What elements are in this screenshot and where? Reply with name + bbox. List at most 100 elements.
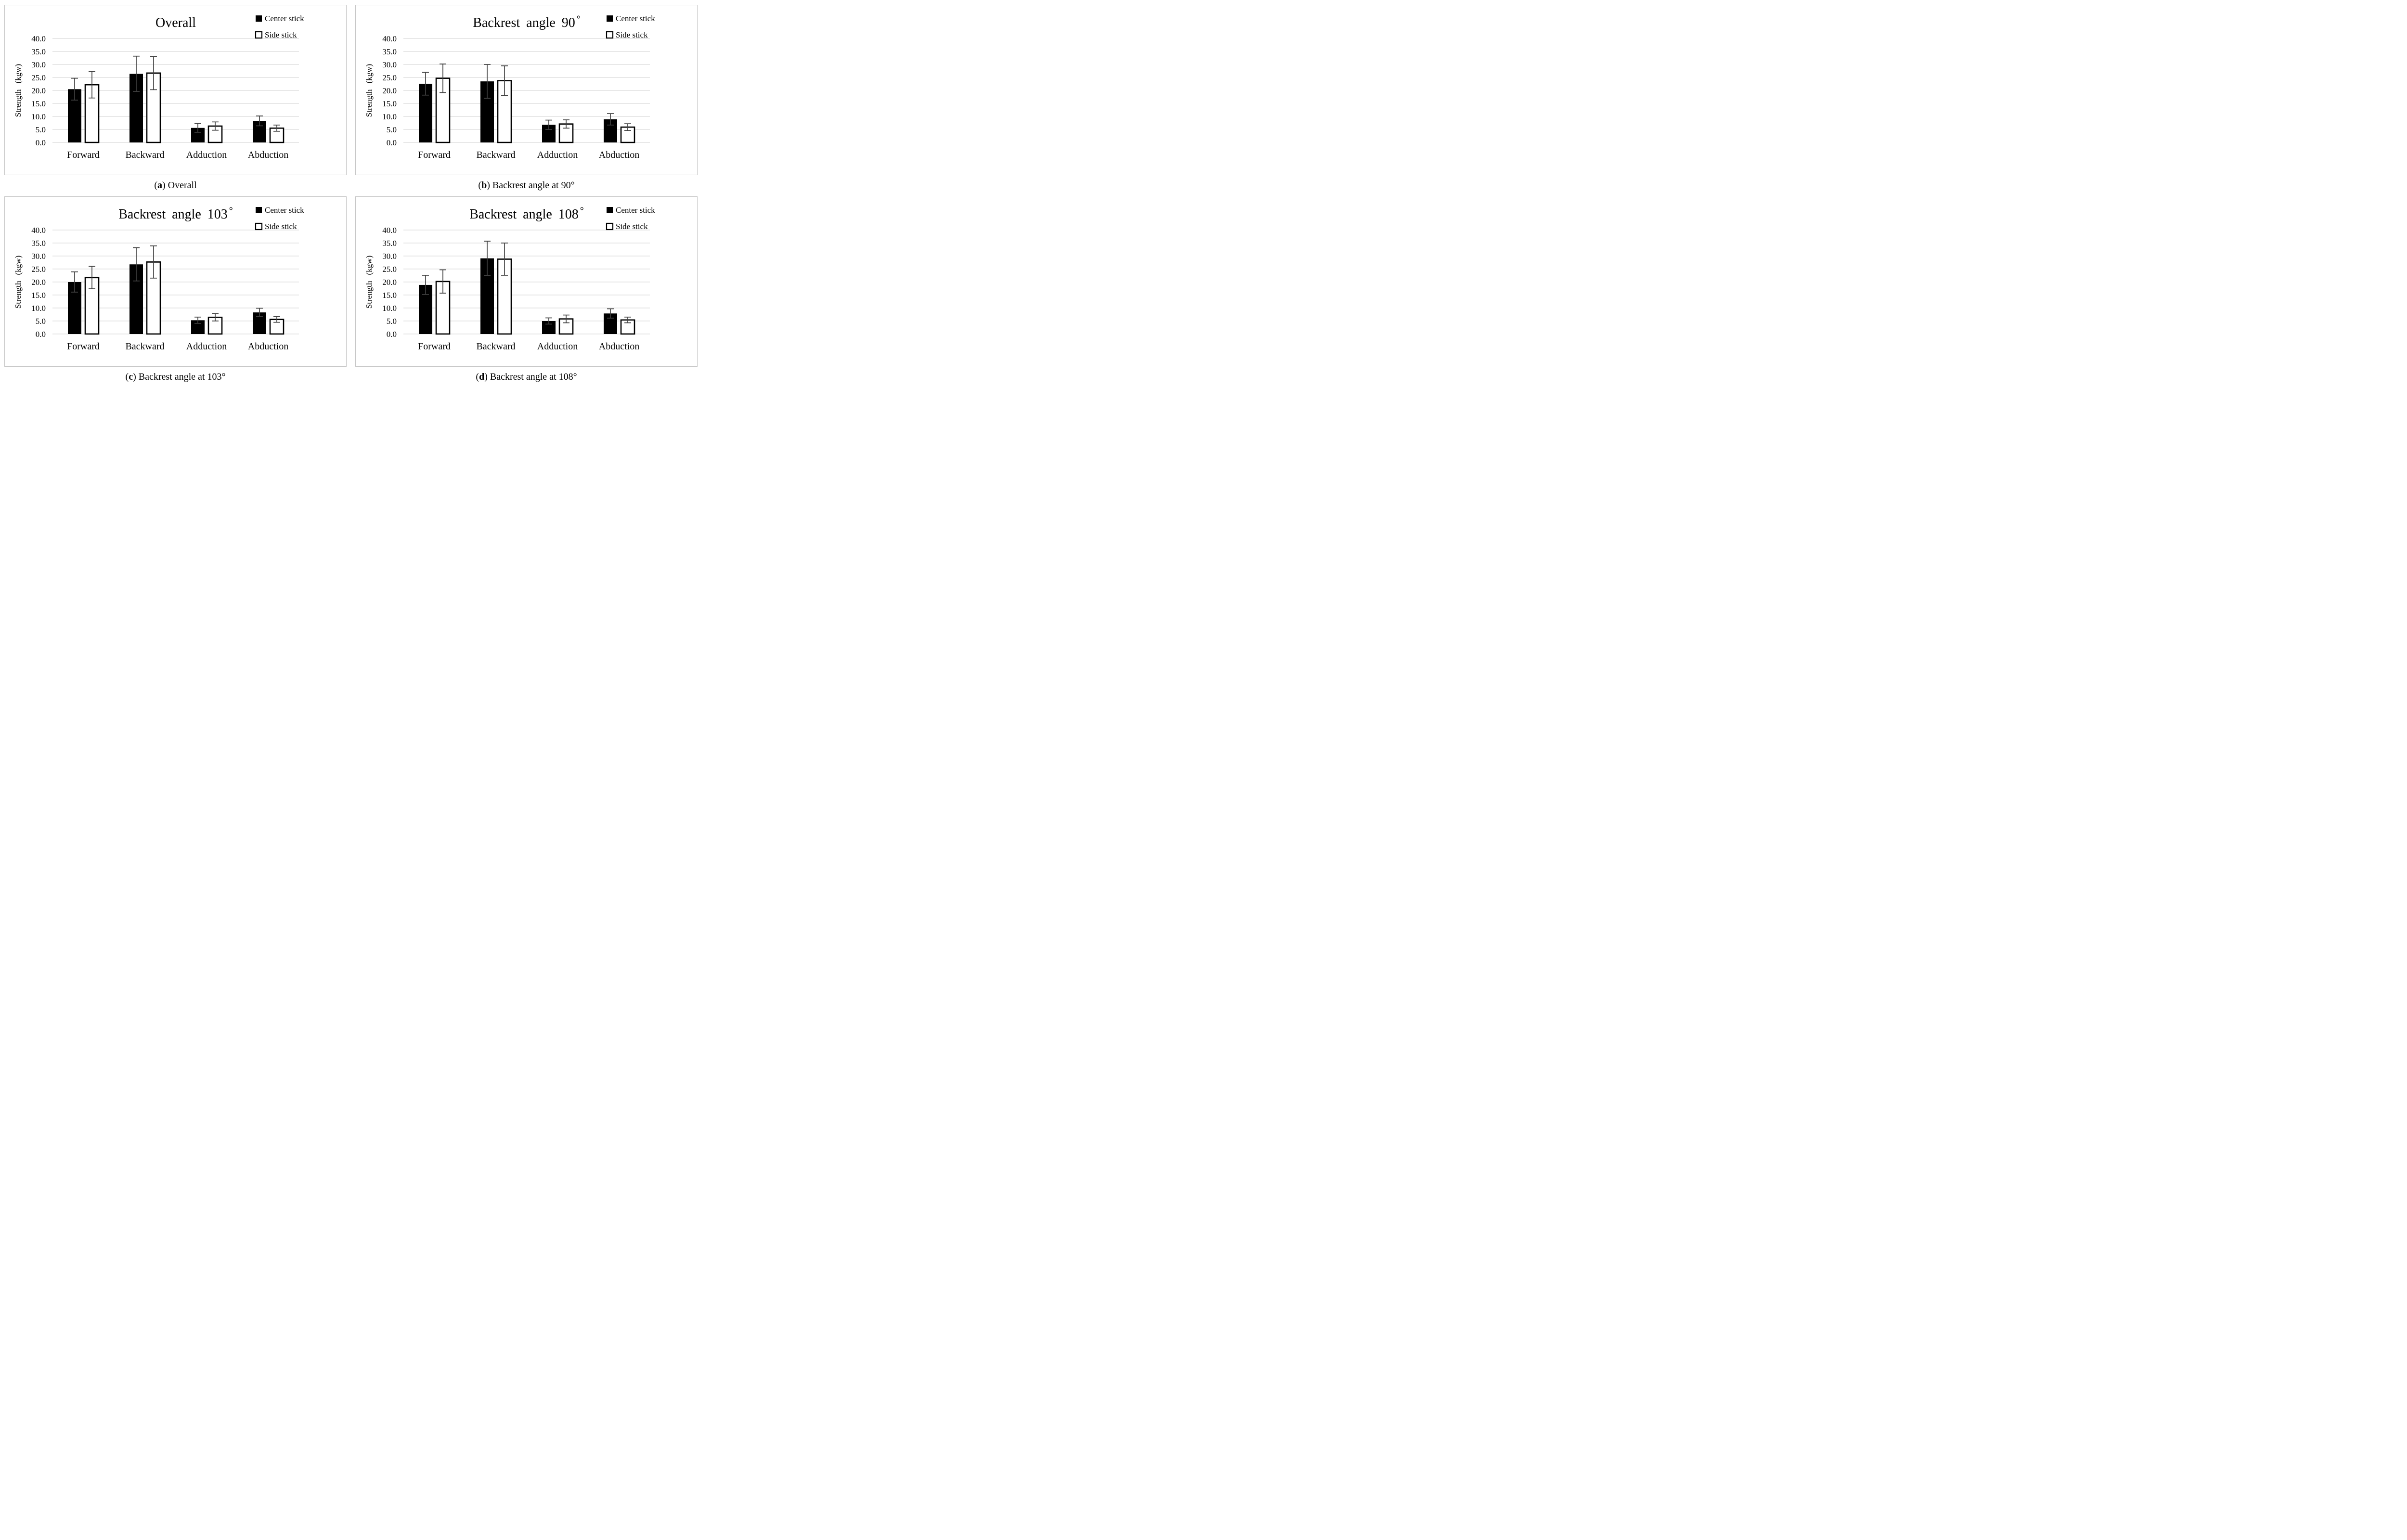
x-category-label: Forward <box>418 341 451 352</box>
y-tick-label: 20.0 <box>382 86 397 95</box>
error-bar-side-stick-forward <box>89 266 95 289</box>
y-tick-label: 30.0 <box>31 252 46 261</box>
caption-text: Overall <box>168 180 197 191</box>
x-category-label: Abduction <box>599 150 639 160</box>
panel-border <box>4 5 347 175</box>
legend-swatch-center-stick <box>607 15 613 22</box>
y-tick-label: 15.0 <box>31 291 46 300</box>
error-bar-side-stick-adduction <box>563 314 569 323</box>
x-category-label: Adduction <box>186 150 227 160</box>
error-bar-center-stick-forward <box>71 77 78 101</box>
chart-panel-c: 0.0 5.0 10.0 15.0 20.0 25.0 30.0 35.0 40.0 Streng… <box>4 196 347 367</box>
y-axis-title: Strength (kgw) <box>13 256 23 308</box>
caption-c: (c) Backrest angle at 103° <box>4 371 347 383</box>
error-bar-center-stick-adduction <box>545 317 552 325</box>
y-tick-label: 10.0 <box>382 112 397 121</box>
y-tick-label: 20.0 <box>382 278 397 287</box>
y-tick-label: 40.0 <box>382 34 397 43</box>
y-tick-label: 25.0 <box>382 265 397 274</box>
chart-b-svg: 0.0 5.0 10.0 15.0 20.0 25.0 30.0 35.0 40.0 Streng… <box>355 5 698 175</box>
caption-label: c <box>129 372 133 382</box>
error-bar-center-stick-forward <box>422 72 429 96</box>
y-tick-label: 20.0 <box>31 86 46 95</box>
error-bar-center-stick-abduction <box>607 308 614 319</box>
panel-border <box>355 196 698 367</box>
error-bar-side-stick-backward <box>150 56 157 90</box>
legend-label-side-stick: Side stick <box>616 222 648 231</box>
bar-side-stick-forward <box>435 281 451 335</box>
chart-title: Overall <box>155 15 196 30</box>
degree-symbol: ° <box>580 205 584 216</box>
error-bar-side-stick-adduction <box>563 119 569 129</box>
y-tick-label: 0.0 <box>387 330 397 339</box>
legend-swatch-center-stick <box>607 207 613 213</box>
y-tick-label: 30.0 <box>382 252 397 261</box>
error-bar-center-stick-adduction <box>194 317 201 324</box>
error-bar-side-stick-abduction <box>624 317 631 323</box>
y-tick-label: 10.0 <box>31 304 46 313</box>
legend-label-center-stick: Center stick <box>265 14 304 23</box>
y-tick-label: 40.0 <box>31 34 46 43</box>
legend-swatch-side-stick <box>606 31 614 39</box>
error-bar-center-stick-backward <box>133 247 140 282</box>
error-bar-side-stick-abduction <box>273 316 280 323</box>
caption-paren-open: ( <box>478 180 482 191</box>
error-bar-center-stick-forward <box>422 275 429 295</box>
x-category-label: Forward <box>67 341 100 352</box>
error-bar-side-stick-forward <box>89 71 95 99</box>
y-tick-label: 5.0 <box>387 317 397 326</box>
caption-paren-close: ) <box>484 372 488 382</box>
chart-panel-d: 0.0 5.0 10.0 15.0 20.0 25.0 30.0 35.0 40.0 Streng… <box>355 196 698 367</box>
error-bar-side-stick-backward <box>150 245 157 279</box>
chart-panel-a: 0.0 5.0 10.0 15.0 20.0 25.0 30.0 35.0 40.0 Streng… <box>4 5 347 175</box>
y-tick-label: 0.0 <box>36 138 46 147</box>
y-tick-label: 35.0 <box>382 47 397 56</box>
error-bar-center-stick-backward <box>484 64 491 99</box>
legend-label-side-stick: Side stick <box>616 30 648 39</box>
y-axis-title: Strength (kgw) <box>364 64 374 117</box>
x-category-label: Backward <box>125 150 164 160</box>
y-tick-label: 40.0 <box>382 226 397 235</box>
figure-page: 0.0 5.0 10.0 15.0 20.0 25.0 30.0 35.0 40.0 Streng… <box>0 0 702 384</box>
y-tick-label: 5.0 <box>36 125 46 134</box>
panel-border <box>355 5 698 175</box>
caption-label: a <box>157 180 162 191</box>
chart-grid: 0.0 5.0 10.0 15.0 20.0 25.0 30.0 35.0 40.0 Streng… <box>4 5 698 383</box>
caption-paren-open: ( <box>125 372 129 382</box>
y-axis-title: Strength (kgw) <box>364 256 374 308</box>
error-bar-center-stick-adduction <box>194 123 201 133</box>
caption-text: Backrest angle at 90° <box>492 180 575 191</box>
caption-paren-open: ( <box>154 180 157 191</box>
y-tick-label: 30.0 <box>382 60 397 69</box>
chart-panel-b: 0.0 5.0 10.0 15.0 20.0 25.0 30.0 35.0 40.0 Streng… <box>355 5 698 175</box>
chart-a-svg: 0.0 5.0 10.0 15.0 20.0 25.0 30.0 35.0 40.0 Streng… <box>4 5 347 175</box>
y-tick-label: 15.0 <box>382 291 397 300</box>
x-category-label: Backward <box>476 150 515 160</box>
panel-border <box>4 196 347 367</box>
y-tick-label: 25.0 <box>31 265 46 274</box>
legend-swatch-center-stick <box>256 15 262 22</box>
chart-title: Backrest angle 103 ° <box>118 205 233 222</box>
error-bar-center-stick-backward <box>133 55 140 92</box>
chart-title: Backrest angle 90 ° <box>473 14 581 30</box>
legend-label-center-stick: Center stick <box>616 14 655 23</box>
figure-c: 0.0 5.0 10.0 15.0 20.0 25.0 30.0 35.0 40.0 Streng… <box>4 196 347 383</box>
error-bar-side-stick-backward <box>501 243 508 276</box>
caption-text: Backrest angle at 103° <box>138 372 226 382</box>
x-category-label: Adduction <box>186 341 227 352</box>
y-tick-label: 40.0 <box>31 226 46 235</box>
caption-label: b <box>481 180 487 191</box>
x-category-label: Abduction <box>599 341 639 352</box>
x-category-label: Abduction <box>248 341 288 352</box>
y-tick-label: 20.0 <box>31 278 46 287</box>
caption-paren-close: ) <box>162 180 166 191</box>
chart-c-svg: 0.0 5.0 10.0 15.0 20.0 25.0 30.0 35.0 40.0 Streng… <box>4 196 347 367</box>
y-tick-label: 5.0 <box>36 317 46 326</box>
figure-a: 0.0 5.0 10.0 15.0 20.0 25.0 30.0 35.0 40.0 Streng… <box>4 5 347 192</box>
caption-label: d <box>479 372 485 382</box>
error-bar-center-stick-adduction <box>545 119 552 130</box>
legend-swatch-side-stick <box>606 222 614 231</box>
caption-paren-close: ) <box>133 372 136 382</box>
error-bar-center-stick-forward <box>71 271 78 293</box>
error-bar-side-stick-backward <box>501 65 508 96</box>
